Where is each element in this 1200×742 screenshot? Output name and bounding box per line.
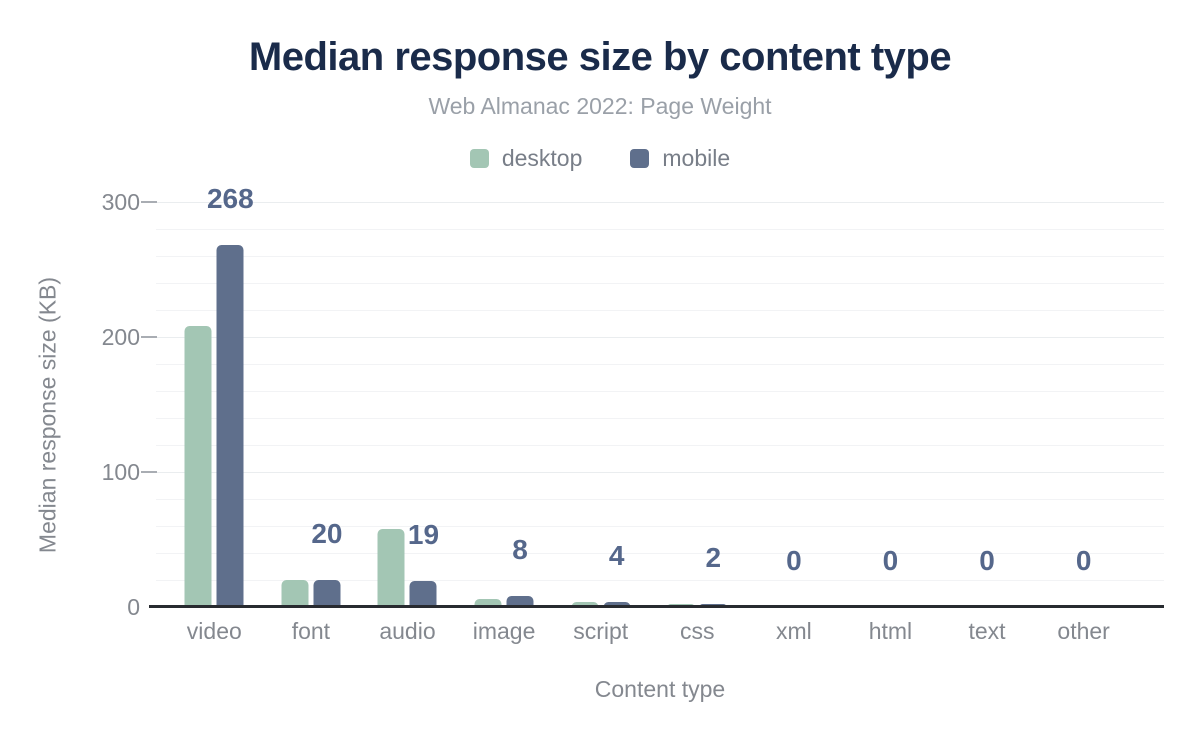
bar-group-text: 0: [939, 202, 1036, 607]
legend-item-desktop: desktop: [469, 145, 583, 172]
minor-gridline: [156, 391, 1164, 392]
bar-pair: [571, 602, 631, 607]
bar-pair: [474, 596, 534, 607]
desktop-bar-font: [281, 580, 309, 607]
y-tick-label: 100: [101, 459, 140, 485]
y-axis-title: Median response size (KB): [34, 276, 61, 554]
y-tick-label: 300: [101, 189, 140, 215]
x-category-label-text: text: [968, 618, 1006, 644]
x-category-label-font: font: [291, 618, 331, 644]
minor-gridline: [156, 364, 1164, 365]
x-category-label-html: html: [868, 618, 913, 644]
minor-gridline: [156, 229, 1164, 230]
legend-label-mobile: mobile: [662, 145, 731, 171]
bar-group-html: 0: [842, 202, 939, 607]
desktop-swatch-icon: [469, 149, 489, 168]
mobile-swatch-icon: [630, 149, 650, 168]
data-label-xml: 0: [786, 545, 802, 576]
data-label-css: 2: [705, 542, 722, 574]
data-label-html: 0: [882, 545, 899, 576]
y-tick-mark: [141, 471, 157, 473]
bar-pair: [377, 529, 437, 607]
bar-group-image: 8: [456, 202, 553, 607]
minor-gridline: [156, 526, 1164, 527]
y-tick-label: 200: [101, 324, 140, 350]
minor-gridline: [156, 310, 1164, 311]
minor-gridline: [156, 418, 1164, 419]
x-category-label-audio: audio: [379, 618, 436, 644]
bar-group-font: 20: [263, 202, 360, 607]
bar-pair: [281, 580, 341, 607]
x-category-label-other: other: [1057, 618, 1110, 644]
mobile-bar-font: [313, 580, 341, 607]
mobile-bar-audio: [409, 581, 437, 607]
desktop-bar-video: [184, 326, 212, 607]
data-label-audio: 19: [407, 519, 440, 551]
y-tick-mark: [141, 336, 157, 338]
minor-gridline: [156, 445, 1164, 446]
chart-subtitle: Web Almanac 2022: Page Weight: [428, 93, 772, 119]
bar-groups: 268 20 19 8 4 2 0 0 0 0: [166, 185, 1132, 607]
bar-group-video: 268: [166, 185, 263, 607]
x-axis-line: [149, 605, 1164, 608]
minor-gridline: [156, 580, 1164, 581]
desktop-bar-image: [474, 599, 502, 607]
y-tick-mark: [141, 201, 157, 203]
minor-gridline: [156, 256, 1164, 257]
bar-group-other: 0: [1035, 202, 1132, 607]
data-label-font: 20: [311, 518, 343, 549]
data-label-other: 0: [1075, 545, 1092, 576]
x-category-label-css: css: [680, 618, 715, 644]
desktop-bar-audio: [377, 529, 405, 607]
bar-group-audio: 19: [359, 202, 456, 607]
legend: desktop mobile: [0, 145, 1200, 172]
plot-area: 268 20 19 8 4 2 0 0 0 0: [156, 185, 1164, 607]
x-axis-category-labels: video font audio image script css xml html text o…: [166, 617, 1132, 645]
data-label-video: 268: [206, 183, 254, 215]
bar-group-xml: 0: [746, 202, 843, 607]
minor-gridline: [156, 499, 1164, 500]
major-gridline: [156, 202, 1164, 203]
major-gridline: [156, 337, 1164, 338]
bar-group-css: 2: [649, 202, 746, 607]
legend-label-desktop: desktop: [501, 145, 583, 171]
data-label-script: 4: [608, 539, 625, 571]
desktop-bar-script: [571, 602, 599, 607]
mobile-bar-video: [216, 245, 244, 607]
chart-title: Median response size by content type: [248, 35, 952, 79]
mobile-bar-image: [506, 596, 534, 607]
data-label-image: 8: [512, 534, 528, 566]
minor-gridline: [156, 283, 1164, 284]
major-gridline: [156, 472, 1164, 473]
bar-group-script: 4: [552, 202, 649, 607]
x-category-label-image: image: [472, 618, 536, 644]
x-category-label-video: video: [186, 618, 242, 644]
mobile-bar-script: [603, 602, 631, 607]
legend-item-mobile: mobile: [630, 145, 730, 172]
y-tick-label: 0: [127, 594, 140, 620]
minor-gridline: [156, 553, 1164, 554]
x-axis-title: Content type: [594, 676, 726, 702]
x-category-label-xml: xml: [775, 618, 812, 644]
x-category-label-script: script: [573, 618, 629, 644]
data-label-text: 0: [979, 545, 995, 576]
bar-pair: [184, 245, 244, 607]
